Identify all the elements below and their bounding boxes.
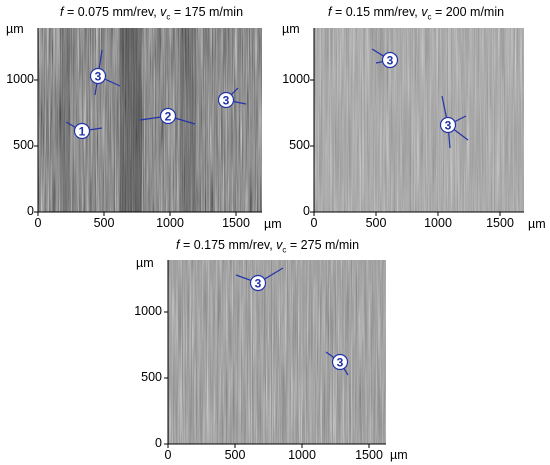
callout-label: 3	[255, 277, 262, 291]
x-unit-3: µm	[390, 448, 408, 462]
x-tick: 0	[310, 216, 318, 230]
callout-label: 3	[337, 356, 344, 370]
callout-3-d	[439, 95, 469, 149]
y-tick: 500	[289, 138, 310, 152]
callout-3-c	[371, 48, 399, 69]
x-tick: 500	[224, 448, 246, 462]
x-tick: 1000	[156, 216, 184, 230]
y-unit-1: µm	[6, 22, 24, 36]
panel-title-1: f = 0.075 mm/rev, vc = 175 m/min	[60, 5, 244, 22]
x-unit-2: µm	[528, 217, 546, 231]
x-tick: 1500	[486, 216, 514, 230]
x-tick: 0	[164, 448, 172, 462]
callout-2	[139, 107, 196, 125]
callout-label: 3	[223, 94, 230, 108]
x-tick: 1500	[222, 216, 250, 230]
surface-image-1	[38, 28, 262, 212]
callout-3-a	[89, 49, 121, 96]
callout-3-e	[235, 267, 284, 292]
surface-image-2	[314, 28, 524, 212]
x-tick: 500	[365, 216, 387, 230]
callout-3-b	[217, 87, 247, 109]
axis-ticks	[34, 28, 524, 448]
y-tick: 500	[13, 138, 34, 152]
y-tick: 0	[155, 436, 162, 450]
x-tick: 1000	[424, 216, 452, 230]
y-tick: 0	[303, 204, 310, 218]
surface-image-3	[168, 260, 386, 444]
y-tick: 1000	[6, 72, 34, 86]
x-unit-1: µm	[264, 217, 282, 231]
panel-title-3: f = 0.175 mm/rev, vc = 275 m/min	[176, 238, 360, 255]
callout-label: 3	[387, 54, 394, 68]
callout-label: 2	[165, 110, 172, 124]
callout-1	[65, 121, 103, 140]
x-tick: 1000	[288, 448, 316, 462]
panel-title-2: f = 0.15 mm/rev, vc = 200 m/min	[328, 5, 505, 22]
y-tick: 1000	[282, 72, 310, 86]
y-tick: 0	[27, 204, 34, 218]
callout-label: 3	[95, 70, 102, 84]
callout-label: 1	[79, 125, 86, 139]
x-tick: 500	[93, 216, 115, 230]
x-tick: 0	[34, 216, 42, 230]
y-tick: 1000	[134, 304, 162, 318]
callout-label: 3	[445, 119, 452, 133]
x-tick: 1500	[355, 448, 383, 462]
y-tick: 500	[141, 370, 162, 384]
callout-3-f	[325, 351, 349, 376]
y-unit-3: µm	[136, 256, 154, 270]
y-unit-2: µm	[282, 22, 300, 36]
